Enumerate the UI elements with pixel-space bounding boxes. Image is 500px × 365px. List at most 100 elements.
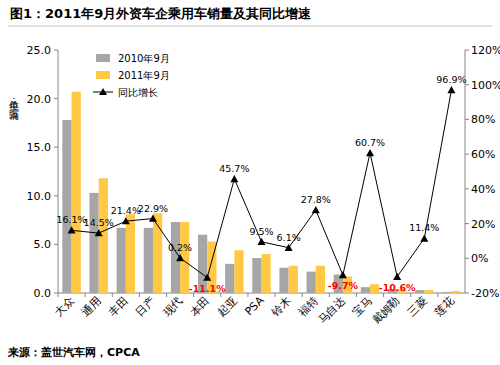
y2-tick-label: 100%	[471, 79, 500, 92]
y2-tick-label: -20%	[471, 287, 499, 300]
y2-tick	[465, 50, 469, 51]
y-tick	[54, 293, 58, 294]
y-tick-label: 5.0	[34, 238, 52, 251]
bar	[252, 258, 261, 293]
y2-tick-label: 0%	[471, 252, 488, 265]
data-label: 9.5%	[249, 226, 273, 237]
y-tick-label: 15.0	[27, 141, 52, 154]
x-tick	[329, 293, 330, 297]
x-tick-label: 日产	[133, 294, 158, 319]
data-label: 21.4%	[111, 205, 141, 216]
x-tick-label: 铃木	[268, 294, 293, 319]
marker	[149, 215, 157, 222]
data-label: 27.8%	[301, 194, 331, 205]
x-tick	[193, 293, 194, 297]
marker	[95, 229, 103, 236]
x-tick	[302, 293, 303, 297]
marker	[122, 217, 130, 224]
y-tick	[54, 50, 58, 51]
x-tick	[356, 293, 357, 297]
bar	[451, 291, 460, 293]
marker	[420, 234, 428, 241]
y2-tick-label: 60%	[471, 148, 495, 161]
x-tick	[166, 293, 167, 297]
marker	[68, 226, 76, 233]
y2-tick	[465, 119, 469, 120]
x-tick	[139, 293, 140, 297]
marker	[176, 254, 184, 261]
x-tick	[437, 293, 438, 297]
x-tick	[410, 293, 411, 297]
y2-tick	[465, 258, 469, 259]
bar	[262, 254, 271, 293]
bar	[89, 193, 98, 293]
marker	[258, 238, 266, 245]
bar	[289, 266, 298, 293]
bar	[279, 268, 288, 293]
data-label: 22.9%	[138, 203, 168, 214]
legend-label: 同比增长	[118, 87, 158, 98]
data-label: -11.1%	[189, 283, 226, 294]
y-axis-label: 单位：万辆	[9, 92, 20, 121]
data-label: -9.7%	[328, 280, 359, 291]
bar	[316, 266, 325, 293]
data-label: 6.1%	[277, 232, 301, 243]
y-tick-label: 20.0	[27, 93, 52, 106]
title: 图1：2011年9月外资车企乘用车销量及其同比增速	[10, 6, 312, 21]
x-tick-label: 本田	[188, 294, 213, 319]
x-tick-label: 现代	[160, 294, 185, 319]
y2-axis	[465, 50, 466, 293]
data-label: 0.2%	[168, 242, 192, 253]
x-tick	[112, 293, 113, 297]
x-tick-label: 莲花	[432, 294, 457, 319]
bar	[415, 290, 424, 293]
y2-tick	[465, 293, 469, 294]
marker	[312, 206, 320, 213]
bar	[117, 228, 126, 293]
bar	[234, 250, 243, 293]
x-tick-label: 通用	[79, 294, 104, 319]
y-tick-label: 25.0	[27, 44, 52, 57]
bar	[62, 120, 71, 293]
y2-tick-label: 120%	[471, 44, 500, 57]
x-tick-label: 丰田	[106, 294, 131, 319]
legend-swatch	[96, 71, 110, 79]
x-tick-label: PSA	[242, 294, 267, 319]
x-tick	[58, 293, 59, 297]
data-label: 16.1%	[56, 214, 86, 225]
marker	[393, 273, 401, 280]
marker	[447, 86, 455, 93]
chart: 图1：2011年9月外资车企乘用车销量及其同比增速单位：万辆 0.0 5.0 10.0…	[0, 0, 500, 365]
data-label: 60.7%	[355, 137, 385, 148]
data-label: 11.4%	[409, 222, 439, 233]
y-tick-label: 0.0	[34, 287, 52, 300]
legend-swatch	[96, 54, 110, 62]
x-tick-label: 三菱	[405, 294, 430, 319]
bar	[72, 92, 81, 293]
y-tick	[54, 195, 58, 196]
x-tick-label: 马自达	[315, 294, 348, 327]
y-tick	[54, 98, 58, 99]
title-rule	[8, 26, 492, 27]
y2-tick	[465, 154, 469, 155]
y2-tick-label: 20%	[471, 218, 495, 231]
bar	[361, 287, 370, 293]
data-label: -10.6%	[379, 282, 416, 293]
x-tick	[220, 293, 221, 297]
marker	[285, 244, 293, 251]
bar	[424, 290, 433, 293]
bar	[307, 272, 316, 293]
source: 来源：盖世汽车网，CPCA	[7, 346, 140, 359]
y2-tick	[465, 223, 469, 224]
legend-label: 2011年9月	[118, 70, 170, 81]
legend-marker	[99, 88, 107, 95]
bar	[442, 292, 451, 293]
plot-area	[62, 86, 460, 293]
data-label: 96.9%	[436, 74, 466, 85]
y-tick	[54, 147, 58, 148]
marker	[203, 274, 211, 281]
bar	[225, 264, 234, 293]
y-axis	[58, 50, 59, 293]
y-tick-label: 10.0	[27, 190, 52, 203]
x-tick	[247, 293, 248, 297]
